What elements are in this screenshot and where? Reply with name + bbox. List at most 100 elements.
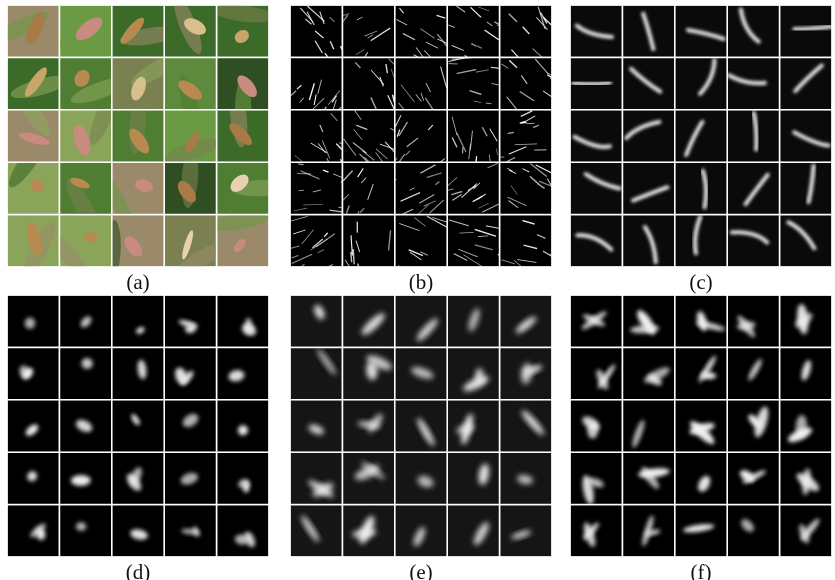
image-tile: [396, 58, 447, 112]
image-tile: [217, 163, 292, 214]
image-tile: [448, 58, 509, 109]
tile-background: [500, 58, 551, 109]
image-tile: [448, 453, 499, 504]
image-tile: [8, 215, 61, 280]
tile-background: [728, 296, 779, 347]
tile-background: [113, 348, 164, 399]
edge-feature: [351, 252, 352, 262]
tile-background: [500, 111, 551, 162]
image-tile: [500, 505, 551, 556]
image-tile: [291, 505, 342, 556]
tile-background: [728, 215, 779, 266]
image-tile: [165, 348, 216, 399]
image-tile: [60, 401, 111, 452]
tile-background: [343, 111, 394, 162]
image-tile: [500, 453, 551, 504]
tile-background: [728, 6, 779, 57]
panel-label: (b): [409, 270, 434, 294]
image-tile: [396, 6, 452, 66]
tile-background: [165, 296, 216, 347]
stroke-feature: [573, 83, 610, 85]
image-tile: [780, 6, 831, 57]
image-tile: [728, 296, 779, 347]
image-tile: [60, 296, 111, 347]
image-tile: [113, 401, 164, 452]
image-tile: [113, 505, 164, 556]
image-tile: [676, 401, 727, 452]
image-tile: [165, 296, 216, 347]
image-tile: [448, 348, 499, 399]
image-tile: [780, 296, 831, 347]
image-tile: [728, 58, 779, 109]
image-tile: [500, 215, 566, 273]
image-tile: [728, 348, 779, 399]
tile-background: [217, 453, 268, 504]
image-tile: [217, 296, 268, 347]
image-tile: [396, 453, 447, 504]
tile-background: [448, 6, 499, 57]
image-tile: [571, 58, 622, 109]
image-tile: [500, 348, 551, 399]
image-tile: [396, 401, 447, 452]
image-tile: [217, 348, 268, 399]
image-tile: [780, 111, 831, 162]
image-tile: [389, 163, 447, 219]
image-tile: [780, 58, 831, 109]
image-tile: [571, 6, 622, 57]
image-tile: [728, 401, 779, 452]
image-tile: [217, 401, 268, 452]
image-tile: [443, 163, 499, 214]
figure: (a)(b)(c)(d)(e)(f): [0, 0, 835, 580]
image-tile: [676, 163, 727, 214]
image-tile: [571, 348, 622, 399]
image-tile: [396, 215, 453, 268]
image-tile: [728, 6, 779, 57]
image-tile: [343, 296, 394, 347]
tile-background: [728, 505, 779, 556]
image-tile: [207, 209, 270, 267]
tile-background: [780, 163, 831, 214]
image-tile: [676, 111, 727, 162]
image-tile: [291, 453, 342, 504]
tile-background: [60, 348, 111, 399]
image-tile: [780, 348, 831, 399]
image-tile: [343, 453, 394, 504]
tile-background: [291, 505, 342, 556]
tile-background: [571, 505, 622, 556]
image-tile: [8, 401, 59, 452]
tile-background: [500, 215, 551, 266]
panel-label: (c): [689, 270, 712, 294]
image-tile: [493, 111, 551, 162]
image-tile: [160, 111, 223, 169]
image-tile: [728, 111, 779, 162]
tile-background: [113, 296, 164, 347]
image-tile: [623, 215, 674, 266]
image-tile: [278, 215, 341, 273]
tile-background: [291, 163, 342, 214]
image-tile: [343, 505, 394, 556]
tile-background: [448, 215, 499, 266]
tile-background: [571, 6, 622, 57]
tile-background: [343, 163, 394, 214]
image-tile: [780, 401, 831, 452]
tile-background: [448, 163, 499, 214]
image-tile: [291, 296, 342, 347]
panel-label: (a): [126, 270, 149, 294]
image-tile: [623, 58, 674, 109]
image-tile: [571, 215, 622, 266]
tile-background: [571, 453, 622, 504]
edge-feature: [550, 254, 566, 266]
image-tile: [0, 6, 59, 57]
tile-background: [291, 58, 342, 109]
image-tile: [165, 505, 216, 556]
tile-background: [571, 348, 622, 399]
tile-background: [217, 505, 268, 556]
image-tile: [780, 215, 831, 266]
image-tile: [676, 348, 727, 399]
image-tile: [728, 163, 779, 214]
panel-label: (f): [691, 560, 712, 580]
image-tile: [113, 453, 164, 504]
image-tile: [212, 2, 275, 57]
image-tile: [165, 453, 216, 504]
image-tile: [623, 505, 674, 556]
